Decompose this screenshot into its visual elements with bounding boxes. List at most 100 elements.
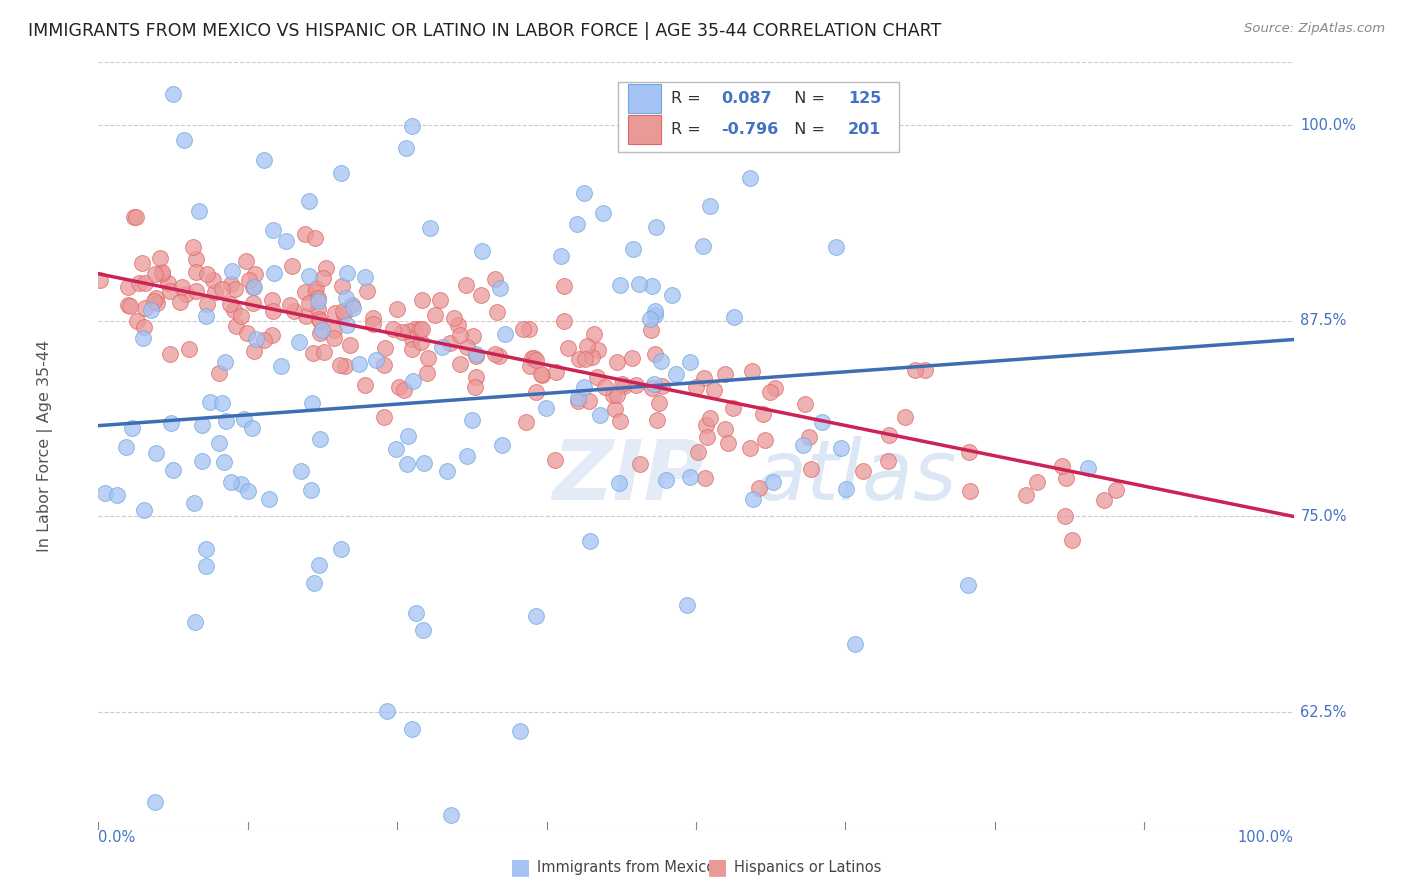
Point: [568, 351, 591, 366]
Point: [567, 217, 589, 231]
Point: [429, 293, 451, 307]
Point: [364, 353, 387, 368]
Point: [117, 280, 139, 294]
Point: [519, 359, 541, 373]
Point: [583, 326, 606, 341]
Point: [396, 429, 419, 443]
Point: [567, 393, 589, 408]
Point: [609, 277, 631, 292]
Point: [675, 599, 697, 613]
Point: [173, 133, 195, 147]
Point: [231, 476, 253, 491]
Point: [125, 210, 148, 224]
Point: [576, 339, 599, 353]
Point: [567, 391, 589, 405]
Point: [439, 335, 461, 350]
Point: [763, 380, 786, 394]
Point: [794, 397, 817, 411]
Point: [443, 310, 465, 325]
Point: [150, 265, 173, 279]
Point: [231, 310, 253, 324]
Point: [396, 457, 419, 471]
Point: [494, 327, 516, 342]
Point: [644, 308, 666, 322]
Point: [792, 437, 814, 451]
Point: [416, 351, 439, 366]
Point: [253, 153, 276, 167]
Text: N =: N =: [785, 121, 831, 136]
Point: [315, 260, 337, 275]
Text: Source: ZipAtlas.com: Source: ZipAtlas.com: [1244, 22, 1385, 36]
Point: [208, 366, 231, 380]
Point: [125, 313, 148, 327]
Point: [723, 310, 745, 324]
Point: [523, 351, 546, 366]
Point: [830, 442, 852, 456]
Point: [717, 436, 740, 450]
Point: [145, 291, 167, 305]
Text: R =: R =: [671, 121, 706, 136]
Point: [301, 346, 323, 360]
Point: [198, 395, 221, 409]
Point: [121, 421, 143, 435]
Point: [122, 210, 145, 224]
Point: [509, 724, 531, 739]
Point: [748, 481, 770, 495]
Point: [262, 304, 284, 318]
Point: [412, 623, 434, 637]
Point: [361, 310, 384, 325]
Point: [354, 378, 377, 392]
Point: [298, 268, 321, 283]
Point: [263, 266, 285, 280]
Point: [470, 288, 492, 302]
Point: [581, 350, 603, 364]
Point: [308, 558, 330, 572]
Point: [621, 243, 644, 257]
Point: [391, 326, 413, 340]
Point: [159, 347, 181, 361]
Point: [464, 347, 486, 361]
Point: [408, 322, 430, 336]
Point: [811, 416, 834, 430]
Point: [274, 234, 297, 248]
Point: [641, 381, 664, 395]
Point: [287, 334, 309, 349]
Point: [638, 312, 661, 326]
Point: [238, 273, 260, 287]
Point: [1050, 458, 1073, 473]
Point: [107, 488, 129, 502]
Point: [456, 340, 478, 354]
Point: [686, 445, 709, 459]
Point: [195, 309, 218, 323]
Point: [703, 383, 725, 397]
Point: [356, 285, 378, 299]
Point: [464, 379, 486, 393]
Point: [373, 358, 395, 372]
Point: [553, 278, 575, 293]
Point: [553, 314, 575, 328]
Point: [825, 240, 848, 254]
Point: [257, 491, 280, 506]
Point: [146, 296, 169, 310]
Text: Immigrants from Mexico: Immigrants from Mexico: [537, 860, 716, 874]
Point: [174, 287, 197, 301]
Point: [281, 259, 304, 273]
Point: [150, 267, 173, 281]
Point: [512, 322, 534, 336]
Point: [162, 87, 184, 101]
Point: [304, 576, 326, 591]
Point: [333, 307, 356, 321]
Point: [578, 393, 600, 408]
Point: [401, 722, 423, 736]
Point: [405, 321, 427, 335]
Point: [375, 704, 398, 718]
Point: [461, 413, 484, 427]
Point: [714, 422, 737, 436]
Point: [844, 636, 866, 650]
Point: [754, 433, 776, 447]
Text: 100.0%: 100.0%: [1237, 830, 1294, 845]
Point: [589, 408, 612, 422]
Point: [665, 367, 688, 381]
Point: [114, 440, 136, 454]
Point: [290, 464, 312, 478]
